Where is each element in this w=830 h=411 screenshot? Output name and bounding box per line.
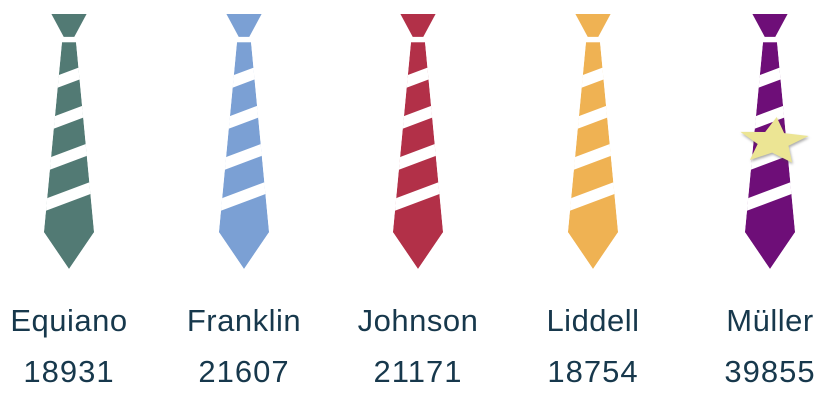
tie-stripe	[567, 93, 619, 141]
house-name: Liddell	[546, 303, 640, 338]
star-icon	[740, 116, 809, 163]
necktie-graphic	[392, 14, 444, 269]
house-name: Equiano	[10, 303, 128, 338]
necktie-graphic	[218, 14, 270, 269]
necktie-graphic	[740, 14, 809, 269]
house-points-value: 39855	[724, 354, 816, 389]
tie-knot	[752, 14, 788, 37]
house-name: Franklin	[186, 303, 302, 338]
tie-stripe	[392, 93, 444, 141]
tie-stripe	[744, 93, 796, 141]
house-column: Franklin 21607	[154, 0, 334, 411]
house-name: Müller	[726, 303, 814, 338]
tie-stripe	[392, 172, 444, 220]
house-column: Liddell 18754	[503, 0, 683, 411]
necktie-icon	[200, 14, 288, 269]
tie-stripe	[218, 132, 270, 181]
tie-stripe	[43, 172, 95, 220]
tie-stripe	[43, 93, 95, 141]
necktie-icon	[374, 14, 462, 269]
tie-stripe	[392, 53, 444, 102]
necktie-icon	[25, 14, 113, 269]
tie-stripe	[218, 53, 270, 102]
house-column: Equiano 18931	[0, 0, 159, 411]
house-points-value: 18931	[23, 354, 115, 389]
tie-stripe	[744, 172, 796, 220]
necktie-icon	[549, 14, 637, 269]
house-name: Johnson	[357, 303, 479, 338]
necktie-icon	[726, 14, 814, 269]
tie-knot	[400, 14, 436, 37]
tie-stripe	[567, 172, 619, 220]
tie-stripe	[218, 93, 270, 141]
tie-stripe	[744, 132, 796, 181]
tie-knot	[226, 14, 262, 37]
house-points-value: 21171	[373, 354, 463, 389]
tie-stripe	[218, 172, 270, 220]
house-column: Müller 39855	[680, 0, 830, 411]
tie-knot	[51, 14, 87, 37]
tie-stripe	[392, 132, 444, 181]
necktie-graphic	[43, 14, 95, 269]
tie-stripe	[567, 132, 619, 181]
house-points-value: 18754	[547, 354, 639, 389]
tie-stripe	[43, 132, 95, 181]
tie-knot	[575, 14, 611, 37]
house-points-value: 21607	[198, 354, 290, 389]
tie-stripe	[744, 53, 796, 102]
necktie-graphic	[567, 14, 619, 269]
house-column: Johnson 21171	[328, 0, 508, 411]
tie-stripe	[567, 53, 619, 102]
tie-stripe	[43, 53, 95, 102]
